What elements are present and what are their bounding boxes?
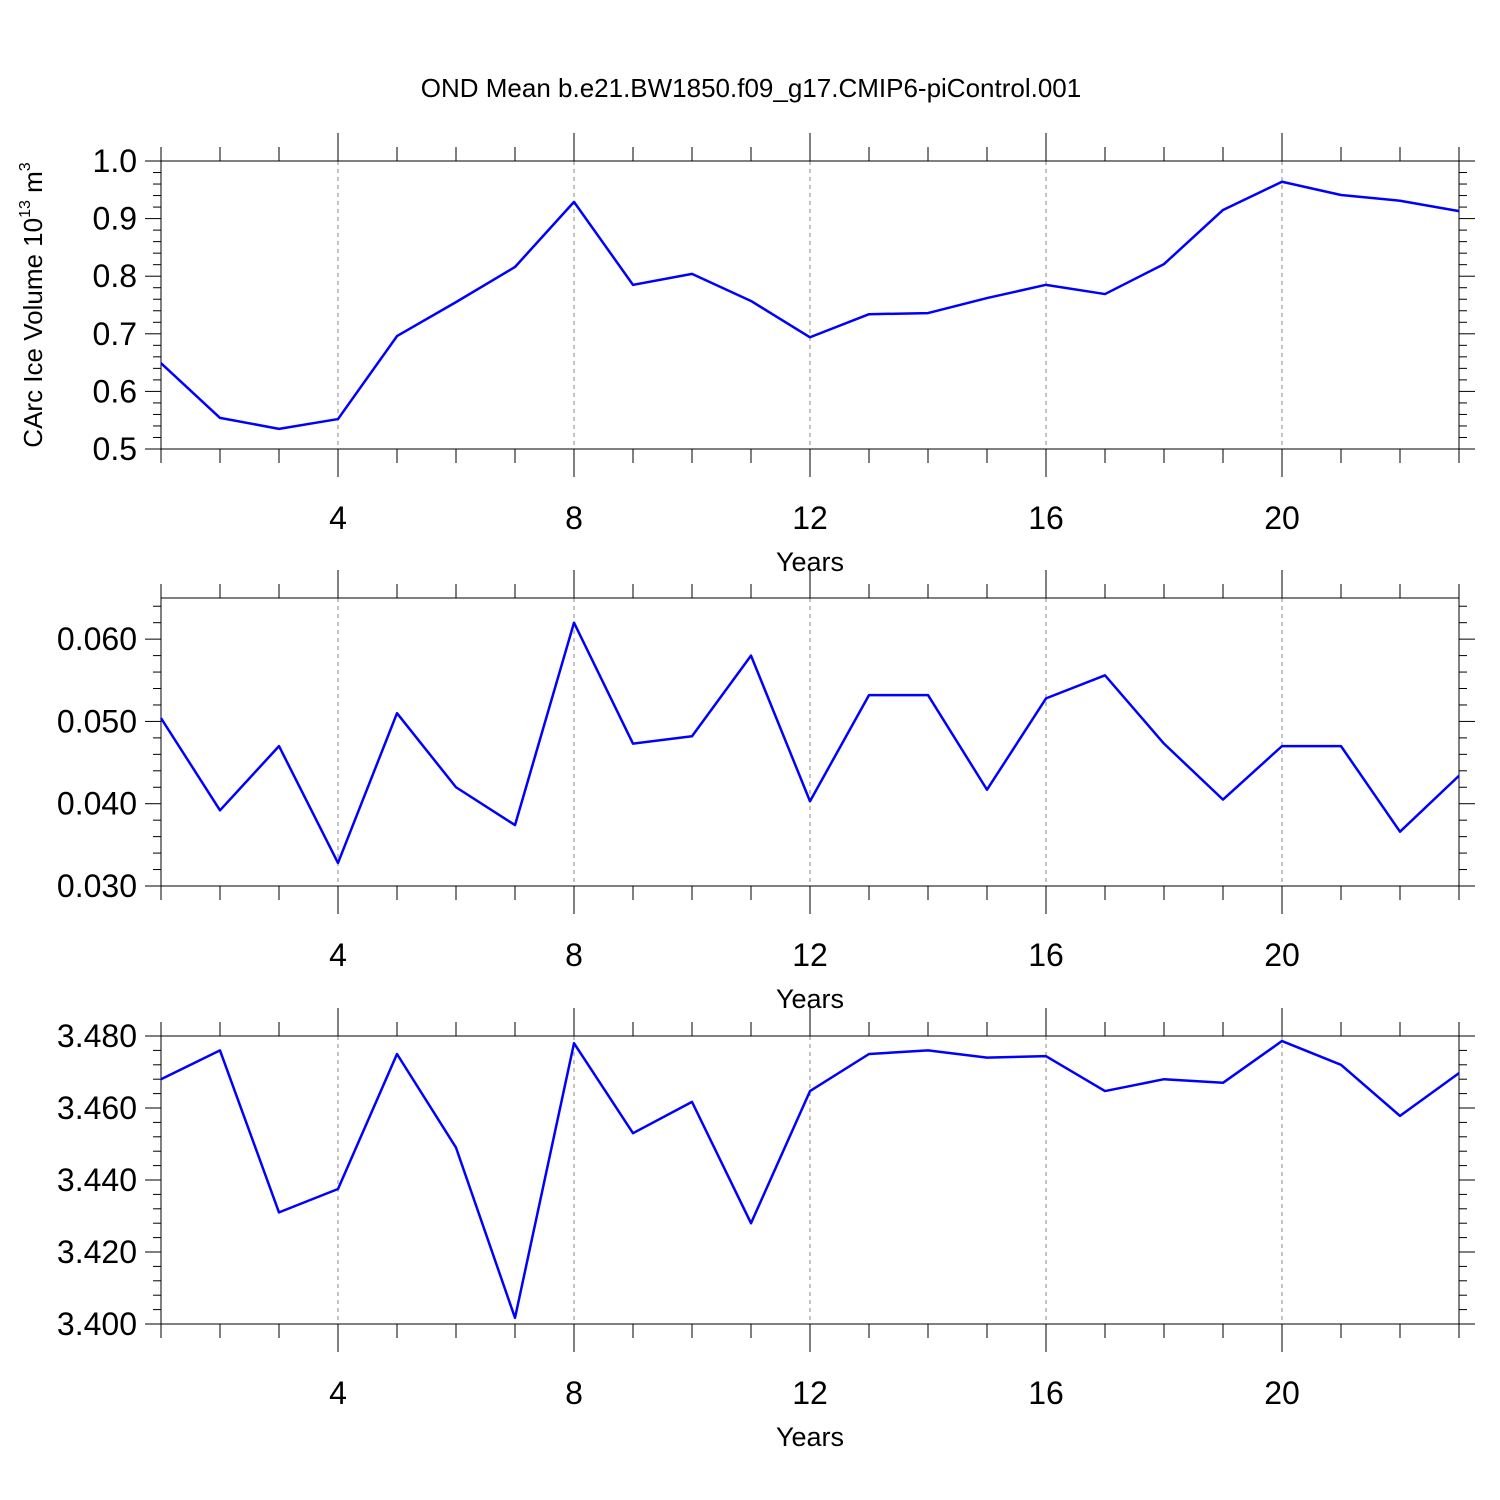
y-axis-label: CArc Ice Volume 1013 m3	[17, 162, 48, 447]
x-tick-label: 16	[1028, 1375, 1064, 1411]
y-axis-label-part: m	[0, 1063, 2, 1092]
data-line	[160, 1039, 1460, 1320]
x-tick-label: 4	[329, 1375, 347, 1411]
y-tick-label: 1.0	[93, 143, 137, 179]
y-axis-label-part: CArc Ice Area 10	[0, 1110, 2, 1307]
y-tick-label: 3.400	[57, 1306, 137, 1342]
y-tick-label: 3.460	[57, 1090, 137, 1126]
x-tick-label: 20	[1264, 937, 1300, 973]
y-axis-label: CArc Ice Area 1012 m2	[0, 1054, 2, 1306]
x-tick-label: 20	[1264, 1375, 1300, 1411]
data-line	[160, 180, 1460, 431]
y-tick-label: 0.060	[57, 621, 137, 657]
x-tick-label: 20	[1264, 500, 1300, 536]
x-tick-label: 16	[1028, 937, 1064, 973]
y-axis-label-part: 3	[17, 162, 34, 171]
y-tick-label: 3.480	[57, 1018, 137, 1054]
plot-frame	[160, 160, 1460, 450]
y-tick-label: 0.030	[57, 868, 137, 904]
y-axis-label-part: CArc Ice Volume 10	[18, 218, 48, 448]
y-axis-label-part: m	[0, 593, 2, 622]
x-tick-label: 8	[565, 500, 583, 536]
plot-frame	[160, 597, 1460, 887]
x-tick-label: 12	[792, 1375, 828, 1411]
y-tick-label: 0.7	[93, 316, 137, 352]
y-axis-label-part: 13	[17, 200, 34, 218]
x-tick-label: 16	[1028, 500, 1064, 536]
x-tick-label: 4	[329, 937, 347, 973]
data-line	[159, 621, 1460, 865]
y-tick-label: 0.5	[93, 431, 137, 467]
y-tick-label: 0.6	[93, 373, 137, 409]
x-tick-label: 12	[792, 500, 828, 536]
x-tick-label: 8	[565, 1375, 583, 1411]
y-axis-label-part: CArc Snow Volume 10	[0, 640, 2, 900]
x-tick-label: 12	[792, 937, 828, 973]
plot-frame	[160, 1035, 1460, 1325]
x-axis-label: Years	[776, 1422, 844, 1452]
y-tick-label: 0.040	[57, 786, 137, 822]
chart-title: OND Mean b.e21.BW1850.f09_g17.CMIP6-piCo…	[421, 73, 1081, 103]
y-axis-label: CArc Snow Volume 1013 m3	[0, 584, 2, 900]
y-tick-label: 3.440	[57, 1162, 137, 1198]
y-tick-label: 3.420	[57, 1234, 137, 1270]
x-tick-label: 8	[565, 937, 583, 973]
y-tick-label: 0.8	[93, 258, 137, 294]
y-tick-label: 0.050	[57, 703, 137, 739]
y-tick-label: 0.9	[93, 201, 137, 237]
y-axis-label-part: m	[18, 171, 48, 200]
x-tick-label: 4	[329, 500, 347, 536]
